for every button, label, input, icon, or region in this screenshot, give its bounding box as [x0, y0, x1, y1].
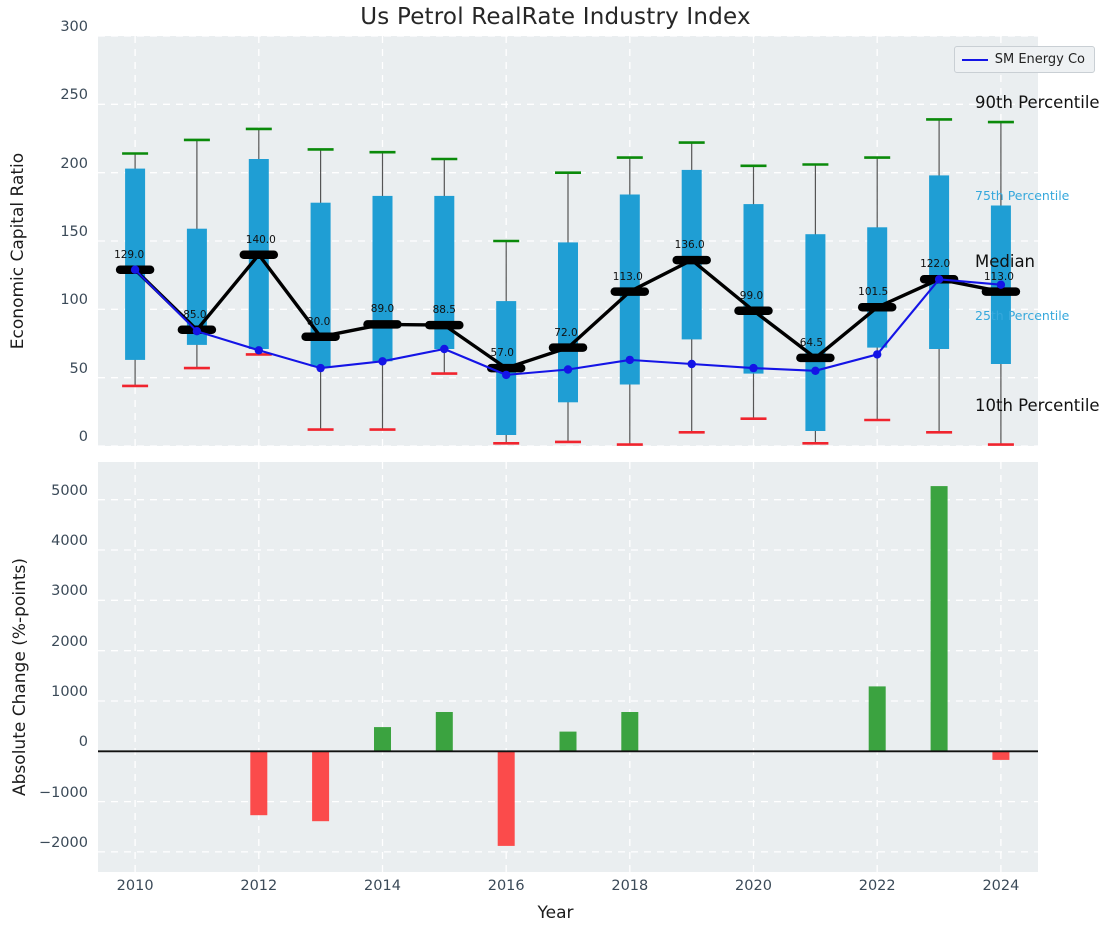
change-bar: [436, 712, 453, 751]
interquartile-box: [805, 234, 825, 431]
median-value-label: 113.0: [613, 271, 643, 283]
median-value-label: 64.5: [800, 337, 823, 349]
company-point: [255, 346, 263, 354]
x-tick-label: 2022: [859, 878, 896, 894]
median-value-label: 113.0: [984, 271, 1014, 283]
interquartile-box: [125, 169, 145, 360]
company-point: [873, 350, 881, 358]
change-bar: [374, 727, 391, 751]
change-bar: [869, 686, 886, 751]
x-tick-label: 2024: [982, 878, 1019, 894]
company-point: [564, 365, 572, 373]
company-point: [811, 367, 819, 375]
change-bar: [250, 751, 267, 815]
chart-root: Us Petrol RealRate Industry Index 050100…: [0, 0, 1111, 942]
interquartile-box: [311, 203, 331, 367]
x-tick-label: 2016: [488, 878, 525, 894]
company-point: [378, 357, 386, 365]
top-y-tick-label-wrap: 0: [0, 446, 88, 462]
interquartile-box: [558, 242, 578, 402]
annotation-90th-percentile: 90th Percentile: [975, 93, 1100, 112]
change-bar: [992, 751, 1009, 760]
x-tick-label: 2010: [117, 878, 154, 894]
median-value-label: 122.0: [920, 258, 950, 270]
median-value-label: 57.0: [490, 347, 513, 359]
x-tick-label: 2014: [364, 878, 401, 894]
annotation-75th-percentile: 75th Percentile: [975, 188, 1069, 203]
company-point: [688, 360, 696, 368]
company-point: [131, 266, 139, 274]
company-point: [316, 364, 324, 372]
company-point: [502, 371, 510, 379]
median-value-label: 140.0: [246, 234, 276, 246]
change-bar: [621, 712, 638, 751]
chart-canvas: [0, 0, 1111, 942]
company-point: [193, 327, 201, 335]
median-value-label: 89.0: [371, 303, 394, 315]
median-value-label: 80.0: [307, 316, 330, 328]
company-point: [440, 345, 448, 353]
change-bar: [931, 486, 948, 751]
median-value-label: 72.0: [554, 327, 577, 339]
median-value-label: 101.5: [858, 286, 888, 298]
interquartile-box: [682, 170, 702, 340]
median-value-label: 85.0: [183, 309, 206, 321]
top-y-tick-label: 0: [0, 429, 88, 445]
median-value-label: 88.5: [433, 304, 456, 316]
legend-label-sm-energy-co: SM Energy Co: [995, 52, 1085, 67]
annotation-10th-percentile: 10th Percentile: [975, 396, 1100, 415]
legend-line-icon: [962, 59, 988, 61]
x-axis-label: Year: [0, 903, 1111, 923]
top-y-axis-label: Economic Capital Ratio: [8, 81, 28, 421]
median-value-label: 136.0: [675, 239, 705, 251]
change-bar: [312, 751, 329, 821]
median-value-label: 99.0: [740, 290, 763, 302]
company-point: [749, 364, 757, 372]
x-tick-label: 2012: [240, 878, 277, 894]
bottom-y-axis-label: Absolute Change (%-points): [10, 487, 30, 867]
median-value-label: 129.0: [114, 249, 144, 261]
change-bar: [560, 732, 577, 752]
change-bar: [498, 751, 515, 846]
company-point: [935, 275, 943, 283]
x-tick-label: 2018: [611, 878, 648, 894]
company-point: [626, 356, 634, 364]
x-tick-label: 2020: [735, 878, 772, 894]
annotation-median: Median: [975, 252, 1035, 271]
legend: SM Energy Co: [954, 46, 1095, 73]
top-y-tick-label-wrap: 300: [0, 36, 88, 52]
annotation-25th-percentile: 25th Percentile: [975, 308, 1069, 323]
top-y-tick-label: 300: [0, 19, 88, 35]
interquartile-box: [373, 196, 393, 361]
